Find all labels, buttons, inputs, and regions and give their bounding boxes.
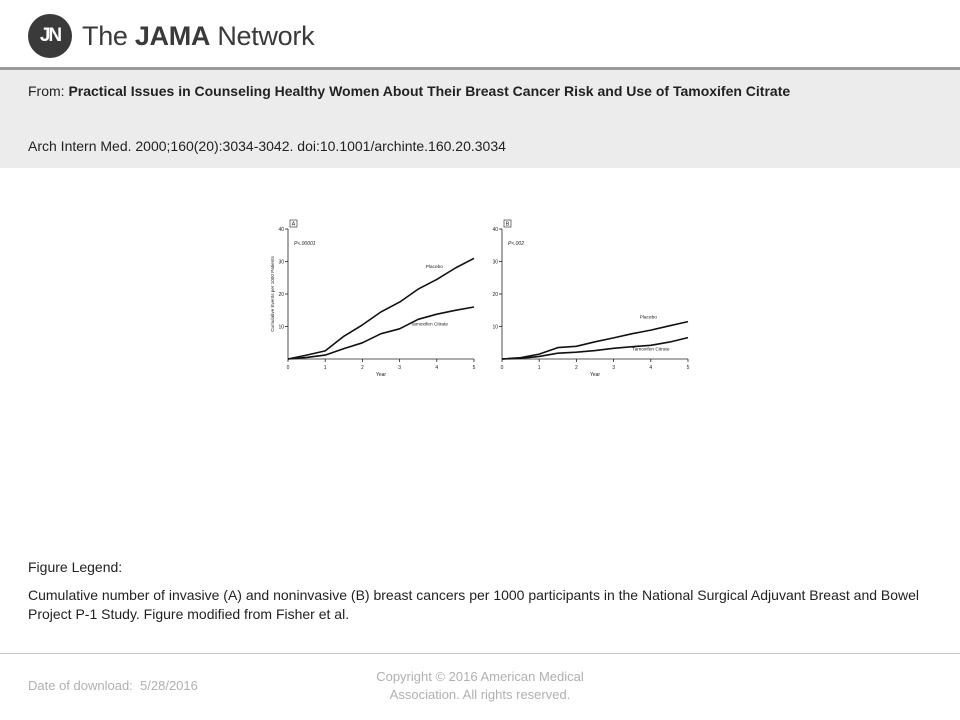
- x-tick-label: 3: [398, 365, 401, 371]
- y-tick-label: 30: [492, 260, 498, 266]
- article-title[interactable]: Practical Issues in Counseling Healthy W…: [68, 83, 791, 99]
- header-divider: [0, 67, 960, 70]
- logo-wordmark: The JAMA Network: [82, 20, 315, 52]
- p-value-annotation: P<.002: [508, 241, 524, 247]
- x-tick-label: 0: [287, 365, 290, 371]
- x-tick-label: 1: [538, 365, 541, 371]
- x-tick-label: 1: [324, 365, 327, 371]
- x-tick-label: 2: [575, 365, 578, 371]
- download-date-value: 5/28/2016: [140, 678, 198, 693]
- series-line: [501, 320, 689, 360]
- y-tick-label: 10: [278, 325, 284, 331]
- series-line: [501, 336, 689, 360]
- panel-label: A: [292, 222, 296, 228]
- y-tick-label: 20: [492, 292, 498, 298]
- y-axis-label: Cumulative Events per 1000 Patients: [270, 256, 275, 332]
- x-axis-label: Year: [376, 372, 386, 378]
- download-date-label: Date of download:: [28, 678, 133, 693]
- copyright-notice: Copyright © 2016 American Medical Associ…: [376, 669, 584, 702]
- series-label: Tamoxifen Citrate: [411, 322, 449, 328]
- panel-label-box: [289, 219, 298, 228]
- x-tick-label: 2: [361, 365, 364, 371]
- panel-label-box: [503, 219, 512, 228]
- p-value-annotation: P<.00001: [294, 241, 316, 247]
- y-tick-label: 30: [278, 260, 284, 266]
- y-tick-label: 10: [492, 325, 498, 331]
- figure-legend-heading: Figure Legend:: [28, 559, 123, 575]
- logo-badge: JN: [28, 14, 72, 58]
- figure-legend-text: Cumulative number of invasive (A) and no…: [28, 587, 920, 622]
- y-tick-label: 40: [492, 227, 498, 233]
- series-label: Placebo: [426, 264, 444, 270]
- x-tick-label: 5: [473, 365, 476, 371]
- article-citation: Arch Intern Med. 2000;160(20):3034-3042.…: [28, 138, 506, 154]
- header-band: [0, 70, 960, 168]
- x-tick-label: 4: [649, 365, 652, 371]
- series-label: Placebo: [640, 314, 658, 320]
- download-date: Date of download: 5/28/2016: [28, 678, 198, 693]
- x-tick-label: 5: [687, 365, 690, 371]
- panel-label: B: [506, 222, 510, 228]
- logo-bold: JAMA: [134, 20, 211, 51]
- series-line: [287, 306, 475, 360]
- series-label: Tamoxifen Citrate: [632, 347, 670, 353]
- x-tick-label: 0: [501, 365, 504, 371]
- from-label: From:: [28, 83, 69, 99]
- article-source: From: Practical Issues in Counseling Hea…: [28, 81, 912, 101]
- series-line: [287, 257, 475, 360]
- jama-network-logo: JN The JAMA Network: [28, 13, 315, 59]
- y-tick-label: 40: [278, 227, 284, 233]
- logo-prefix: The: [82, 20, 135, 51]
- y-tick-label: 20: [278, 292, 284, 298]
- x-tick-label: 3: [612, 365, 615, 371]
- x-tick-label: 4: [435, 365, 438, 371]
- footer-divider: [0, 653, 960, 654]
- logo-suffix: Network: [210, 20, 315, 51]
- x-axis-label: Year: [590, 372, 600, 378]
